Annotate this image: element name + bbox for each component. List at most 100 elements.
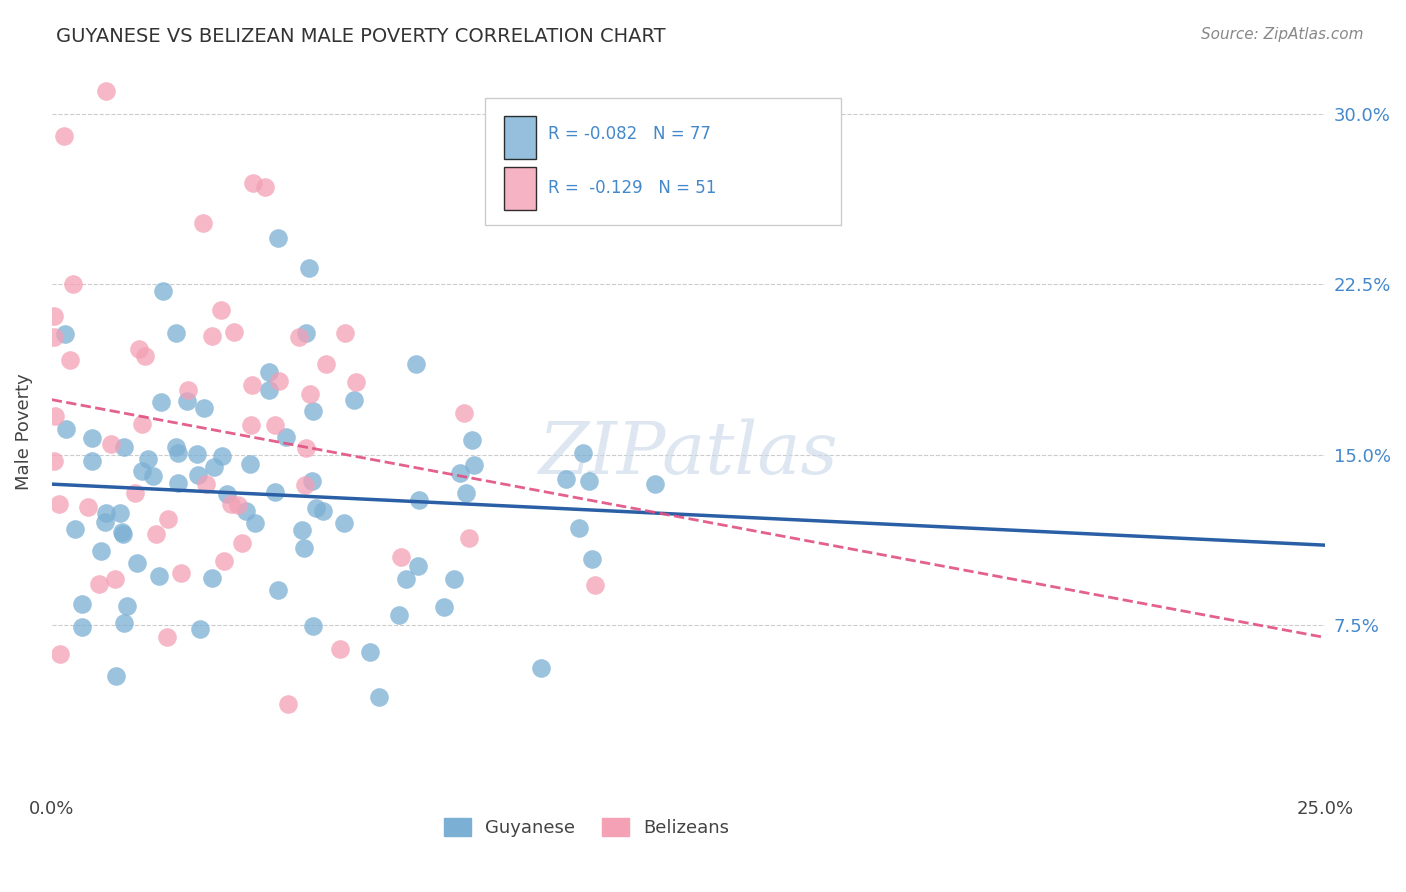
Point [581,552,603,566]
Point [131,464,153,478]
Point [82,431,104,445]
Point [104,668,127,682]
Point [395,572,418,586]
Point [389,550,412,565]
Point [292,541,315,556]
Point [94,506,117,520]
Point [201,329,224,343]
Point [188,622,211,636]
Point [150,395,173,409]
Legend: Guyanese, Belizeans: Guyanese, Belizeans [436,811,737,845]
Point [463,458,485,472]
Point [367,690,389,705]
Point [264,485,287,500]
Point [405,357,427,371]
Point [100,437,122,451]
Point [114,616,136,631]
Point [59,353,82,368]
Point [145,526,167,541]
Point [530,660,553,674]
Point [176,394,198,409]
FancyBboxPatch shape [503,167,536,211]
Point [644,476,666,491]
Point [578,474,600,488]
Point [127,556,149,570]
Point [96,84,118,98]
Point [167,475,190,490]
Point [90,543,112,558]
Point [70,597,93,611]
Point [94,516,117,530]
FancyBboxPatch shape [485,97,841,225]
Point [266,582,288,597]
Point [312,504,335,518]
Point [55,422,77,436]
Point [458,531,481,545]
Point [49,647,72,661]
Point [291,524,314,538]
Point [240,418,263,433]
Point [259,365,281,379]
Point [305,500,328,515]
Point [44,330,66,344]
Point [134,349,156,363]
Point [449,466,471,480]
Point [453,406,475,420]
Point [388,607,411,622]
Point [343,393,366,408]
Point [240,377,263,392]
Point [82,454,104,468]
Point [443,572,465,586]
Point [108,506,131,520]
Point [77,500,100,515]
Point [269,375,291,389]
Point [52,129,75,144]
Point [226,499,249,513]
Point [115,599,138,613]
Point [186,447,208,461]
Point [408,492,430,507]
Point [329,641,352,656]
Point [219,497,242,511]
Point [298,386,321,401]
Point [239,457,262,471]
Point [112,440,135,454]
Point [408,559,430,574]
Point [235,504,257,518]
Point [70,620,93,634]
Point [193,401,215,416]
Point [294,478,316,492]
Point [267,231,290,245]
Point [142,469,165,483]
Point [87,577,110,591]
Point [301,474,323,488]
Point [44,454,66,468]
Point [222,326,245,340]
Point [156,630,179,644]
Point [288,329,311,343]
Point [231,536,253,550]
Text: GUYANESE VS BELIZEAN MALE POVERTY CORRELATION CHART: GUYANESE VS BELIZEAN MALE POVERTY CORREL… [56,27,666,45]
Point [298,260,321,275]
Point [315,358,337,372]
Point [112,527,135,541]
Point [263,417,285,432]
Point [359,645,381,659]
Point [62,277,84,291]
Point [152,284,174,298]
Point [215,487,238,501]
Point [333,516,356,531]
Point [245,516,267,530]
Point [136,451,159,466]
Point [44,409,66,424]
Point [124,485,146,500]
Point [571,446,593,460]
Point [242,176,264,190]
Point [432,599,454,614]
Point [294,441,316,455]
Point [295,326,318,340]
Point [148,569,170,583]
Point [274,430,297,444]
Point [211,449,233,463]
Point [128,342,150,356]
